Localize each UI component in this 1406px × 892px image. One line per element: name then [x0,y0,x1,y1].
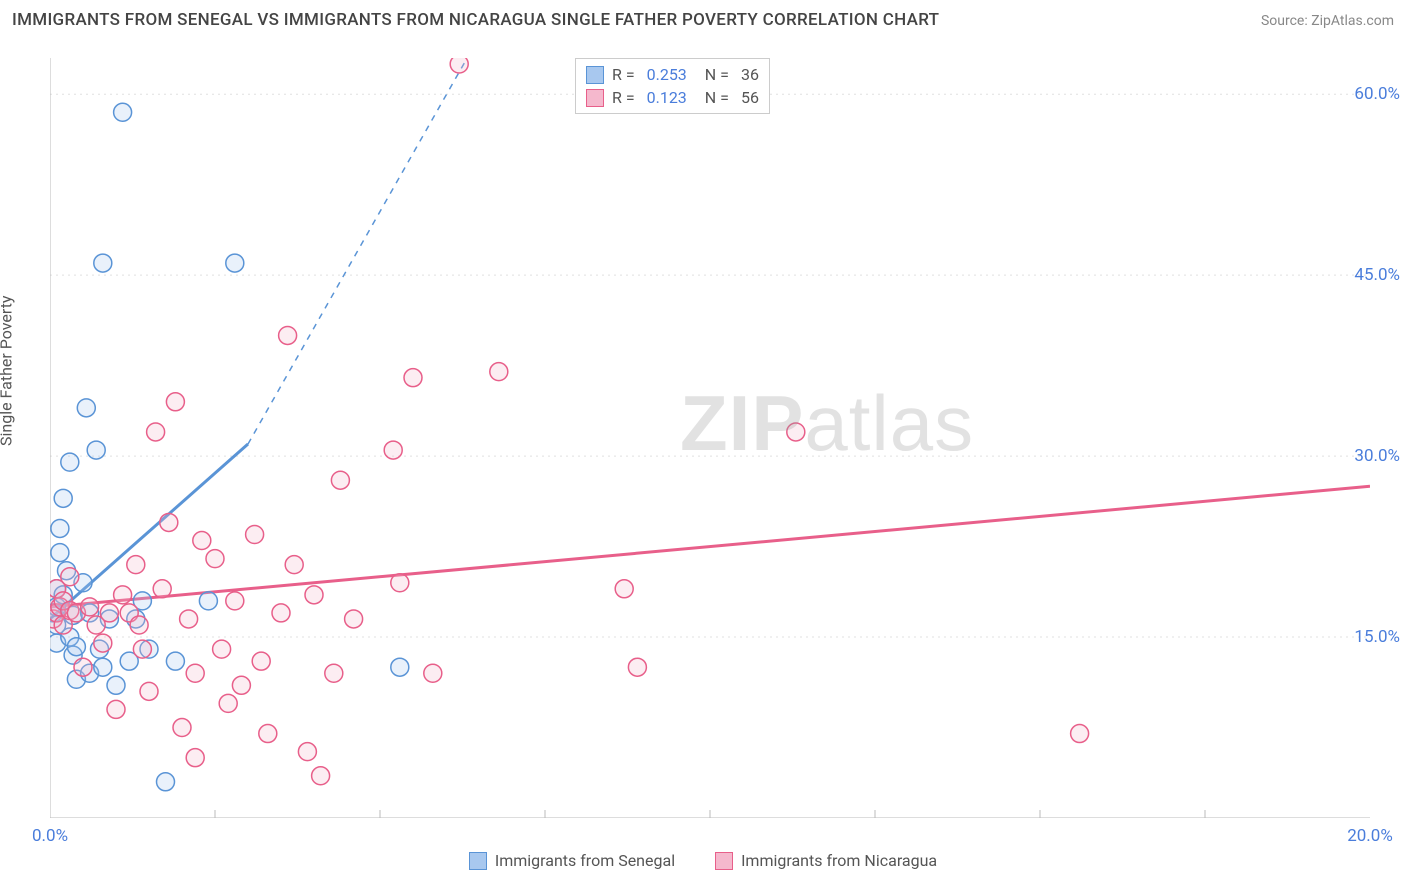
legend-label-senegal: Immigrants from Senegal [495,851,675,870]
legend-swatch-nicaragua-icon [715,852,733,870]
legend-item-nicaragua: Immigrants from Nicaragua [715,851,937,870]
legend-item-senegal: Immigrants from Senegal [469,851,675,870]
n-label: N = [705,88,729,107]
plot-area: ZIPatlas R = 0.253 N = 36 R = 0.123 N = … [50,58,1370,818]
r-value-nicaragua: 0.123 [647,88,687,107]
y-tick-label: 60.0% [1354,84,1400,104]
chart-container: IMMIGRANTS FROM SENEGAL VS IMMIGRANTS FR… [0,0,1406,892]
source-link[interactable]: ZipAtlas.com [1311,13,1394,29]
n-value-senegal: 36 [741,65,759,84]
correlation-legend-box: R = 0.253 N = 36 R = 0.123 N = 56 [575,58,770,114]
source-label: Source: [1261,13,1308,29]
correlation-row-senegal: R = 0.253 N = 36 [576,63,769,86]
legend-label-nicaragua: Immigrants from Nicaragua [741,851,937,870]
y-axis-label: Single Father Poverty [0,295,16,446]
r-label: R = [612,88,635,107]
y-tick-label: 15.0% [1354,627,1400,647]
chart-header: IMMIGRANTS FROM SENEGAL VS IMMIGRANTS FR… [12,10,1394,30]
swatch-senegal-icon [586,66,604,84]
n-label: N = [705,65,729,84]
y-tick-label: 45.0% [1354,265,1400,285]
chart-title: IMMIGRANTS FROM SENEGAL VS IMMIGRANTS FR… [12,10,939,30]
correlation-row-nicaragua: R = 0.123 N = 56 [576,86,769,109]
chart-svg [50,58,1370,818]
x-tick-label: 20.0% [1347,826,1393,846]
r-value-senegal: 0.253 [647,65,687,84]
legend-swatch-senegal-icon [469,852,487,870]
x-tick-label: 0.0% [32,826,68,846]
bottom-legend: Immigrants from Senegal Immigrants from … [0,851,1406,870]
n-value-nicaragua: 56 [741,88,759,107]
chart-source: Source: ZipAtlas.com [1261,13,1394,29]
swatch-nicaragua-icon [586,89,604,107]
y-tick-label: 30.0% [1354,446,1400,466]
r-label: R = [612,65,635,84]
